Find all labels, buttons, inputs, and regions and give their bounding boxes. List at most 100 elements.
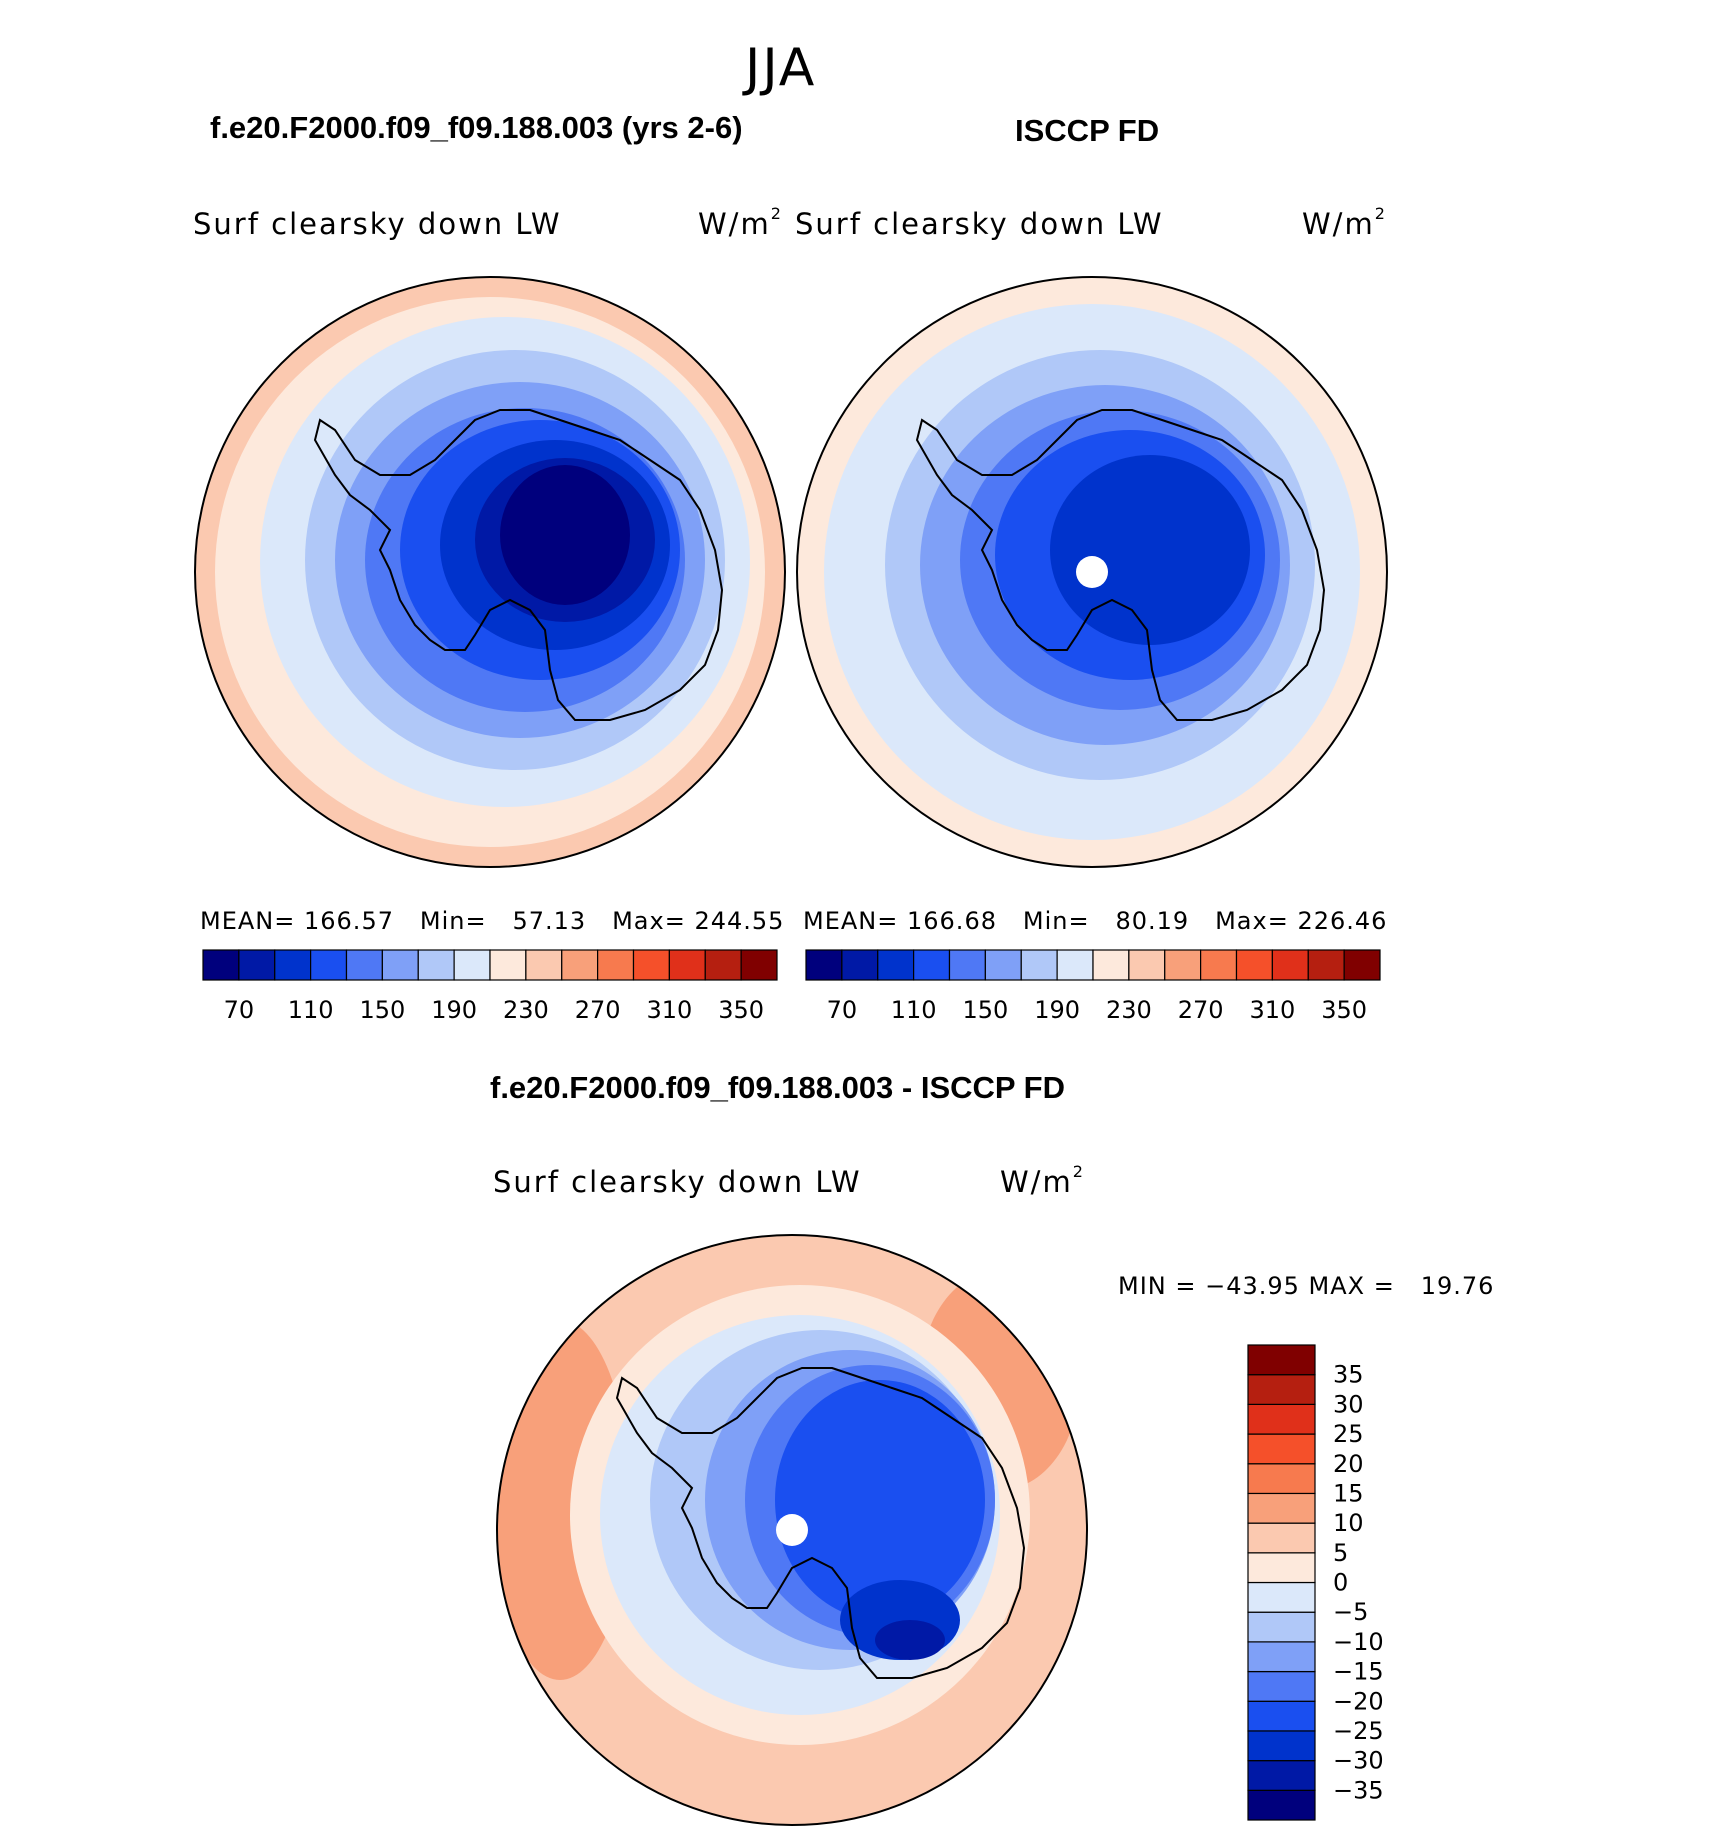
obs-colorbar-swatch — [1307, 949, 1345, 981]
season-title: JJA — [745, 38, 817, 98]
obs-colorbar-swatch — [1271, 949, 1309, 981]
obs-variable-label: Surf clearsky down LW — [795, 207, 1164, 241]
model-colorbar-swatch — [597, 949, 635, 981]
model-colorbar-tick-label: 350 — [718, 996, 764, 1024]
obs-colorbar-tick-label: 310 — [1249, 996, 1295, 1024]
diff-colorbar-swatch — [1247, 1344, 1316, 1376]
model-colorbar-swatch — [381, 949, 419, 981]
model-stats: MEAN= 166.57 Min= 57.13 Max= 244.55 — [200, 907, 785, 935]
diff-units-label: W/m2 — [1000, 1162, 1085, 1199]
obs-stats: MEAN= 166.68 Min= 80.19 Max= 226.46 — [803, 907, 1388, 935]
obs-colorbar: 70 110 150 190 230 270 310 350 — [805, 949, 1381, 1024]
obs-polar-map — [797, 277, 1387, 867]
diff-colorbar-swatch — [1247, 1374, 1316, 1405]
obs-colorbar-swatch — [1235, 949, 1273, 981]
obs-colorbar-swatch — [805, 949, 843, 981]
obs-colorbar-swatch — [984, 949, 1022, 981]
obs-colorbar-tick-label: 270 — [1178, 996, 1224, 1024]
obs-colorbar-swatch — [913, 949, 951, 981]
model-colorbar-swatch — [417, 949, 455, 981]
obs-map-border — [796, 276, 1388, 868]
obs-colorbar-swatch — [841, 949, 879, 981]
obs-colorbar-tick-label: 190 — [1034, 996, 1080, 1024]
model-colorbar-swatch — [453, 949, 491, 981]
model-colorbar-swatch — [668, 949, 706, 981]
obs-colorbar-swatch — [877, 949, 915, 981]
diff-colorbar-tick-label: 35 — [1333, 1361, 1364, 1389]
diff-colorbar-swatch — [1247, 1463, 1316, 1495]
model-colorbar-tick-label: 110 — [288, 996, 334, 1024]
diff-colorbar-tick-label: 0 — [1333, 1569, 1348, 1597]
model-colorbar-tick-label: 70 — [224, 996, 255, 1024]
obs-colorbar-tick-label: 230 — [1106, 996, 1152, 1024]
obs-colorbar-swatch — [1128, 949, 1166, 981]
model-colorbar-swatch — [704, 949, 742, 981]
model-polar-map — [195, 277, 785, 867]
diff-colorbar-tick-label: −20 — [1333, 1687, 1384, 1715]
obs-colorbar-tick-label: 350 — [1321, 996, 1367, 1024]
diff-colorbar-tick-label: −25 — [1333, 1717, 1384, 1745]
diff-colorbar-swatch — [1247, 1641, 1316, 1673]
diff-colorbar-swatch — [1247, 1433, 1316, 1465]
model-variable-label: Surf clearsky down LW — [193, 207, 562, 241]
diff-colorbar-tick-label: 20 — [1333, 1450, 1364, 1478]
model-panel-title: f.e20.F2000.f09_f09.188.003 (yrs 2-6) — [210, 110, 743, 145]
model-map-border — [194, 276, 786, 868]
model-units-label: W/m2 — [698, 204, 783, 241]
diff-colorbar-tick-label: 5 — [1333, 1539, 1348, 1567]
diff-panel-title: f.e20.F2000.f09_f09.188.003 - ISCCP FD — [490, 1070, 1065, 1105]
diff-polar-map — [497, 1235, 1087, 1825]
model-colorbar-tick-label: 190 — [431, 996, 477, 1024]
diff-colorbar-swatch — [1247, 1789, 1316, 1821]
diff-variable-label: Surf clearsky down LW — [493, 1165, 862, 1199]
model-colorbar-swatch — [561, 949, 599, 981]
model-colorbar-tick-label: 150 — [359, 996, 405, 1024]
model-colorbar-tick-label: 310 — [646, 996, 692, 1024]
obs-colorbar-swatch — [1343, 949, 1381, 981]
diff-colorbar-swatch — [1247, 1522, 1316, 1554]
obs-colorbar-tick-label: 150 — [962, 996, 1008, 1024]
diff-colorbar-swatch — [1247, 1581, 1316, 1613]
model-colorbar-swatch — [632, 949, 670, 981]
model-colorbar-swatch — [525, 949, 563, 981]
obs-panel-title: ISCCP FD — [1015, 113, 1160, 148]
diff-colorbar-tick-label: −30 — [1333, 1747, 1384, 1775]
obs-colorbar-swatch — [1092, 949, 1130, 981]
diff-map-border — [496, 1234, 1088, 1826]
model-colorbar-swatch — [202, 949, 240, 981]
obs-colorbar-swatch — [1200, 949, 1238, 981]
model-colorbar-swatch — [345, 949, 383, 981]
diff-colorbar-tick-label: −15 — [1333, 1658, 1384, 1686]
obs-colorbar-swatch — [1056, 949, 1094, 981]
obs-units-label: W/m2 — [1302, 204, 1387, 241]
diff-colorbar-swatch — [1247, 1492, 1316, 1524]
model-colorbar-swatch — [274, 949, 312, 981]
obs-colorbar-swatch — [948, 949, 986, 981]
diff-colorbar-tick-label: −10 — [1333, 1628, 1384, 1656]
diff-colorbar-swatch — [1247, 1403, 1316, 1435]
model-colorbar: 70 110 150 190 230 270 310 350 — [202, 949, 778, 1024]
model-colorbar-swatch — [740, 949, 778, 981]
obs-colorbar-tick-label: 70 — [827, 996, 858, 1024]
diff-colorbar-swatch — [1247, 1700, 1316, 1732]
model-colorbar-swatch — [310, 949, 348, 981]
model-colorbar-swatch — [489, 949, 527, 981]
diff-minmax: MIN = −43.95 MAX = 19.76 — [1118, 1272, 1495, 1300]
diff-colorbar-tick-label: 25 — [1333, 1420, 1364, 1448]
diff-colorbar-tick-label: 10 — [1333, 1509, 1364, 1537]
model-colorbar-tick-label: 270 — [575, 996, 621, 1024]
diff-colorbar-tick-label: −5 — [1333, 1598, 1368, 1626]
diff-colorbar-swatch — [1247, 1670, 1316, 1702]
model-colorbar-swatch — [238, 949, 276, 981]
diff-colorbar-swatch — [1247, 1552, 1316, 1584]
model-colorbar-tick-label: 230 — [503, 996, 549, 1024]
diff-colorbar-tick-label: 30 — [1333, 1390, 1364, 1418]
diff-colorbar-swatch — [1247, 1760, 1316, 1791]
obs-colorbar-swatch — [1020, 949, 1058, 981]
obs-colorbar-swatch — [1164, 949, 1202, 981]
diff-colorbar-tick-label: −35 — [1333, 1776, 1384, 1804]
diff-colorbar-tick-label: 15 — [1333, 1479, 1364, 1507]
diff-colorbar-swatch — [1247, 1611, 1316, 1643]
